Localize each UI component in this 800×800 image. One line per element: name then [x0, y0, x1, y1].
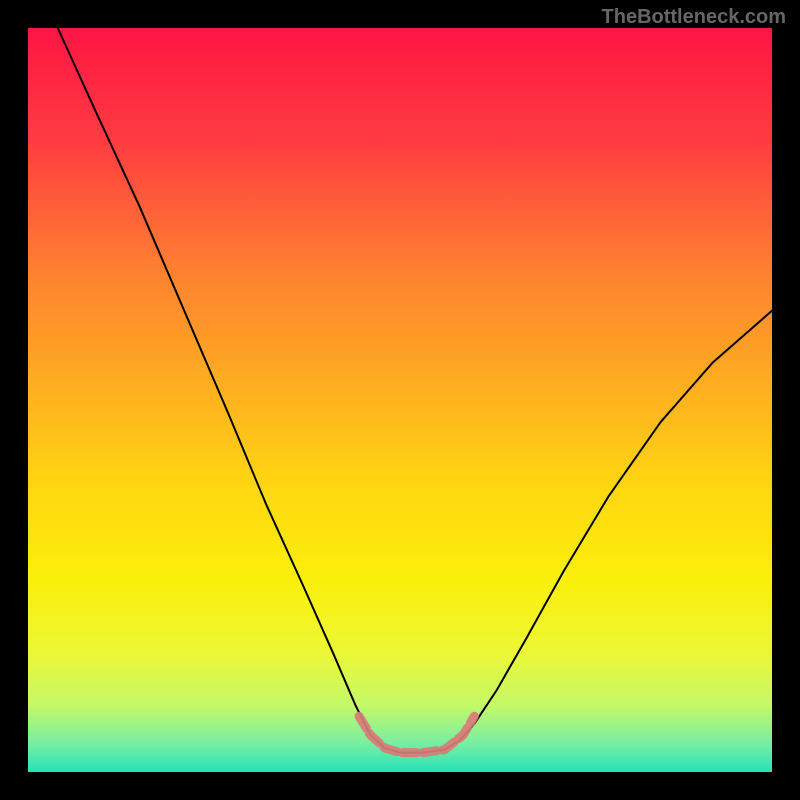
plot-area	[28, 28, 772, 772]
gradient-background	[28, 28, 772, 772]
chart-svg	[28, 28, 772, 772]
chart-container: TheBottleneck.com	[0, 0, 800, 800]
watermark-text: TheBottleneck.com	[602, 6, 786, 29]
